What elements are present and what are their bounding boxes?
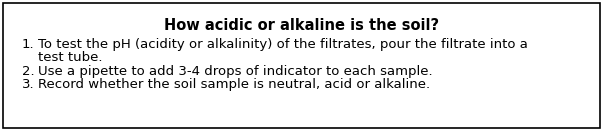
Text: 3.: 3. (22, 78, 34, 91)
Text: How acidic or alkaline is the soil?: How acidic or alkaline is the soil? (164, 18, 439, 33)
Text: test tube.: test tube. (38, 51, 103, 64)
Text: Record whether the soil sample is neutral, acid or alkaline.: Record whether the soil sample is neutra… (38, 78, 430, 91)
Text: 2.: 2. (22, 65, 34, 78)
Text: To test the pH (acidity or alkalinity) of the filtrates, pour the filtrate into : To test the pH (acidity or alkalinity) o… (38, 38, 528, 51)
Text: 1.: 1. (22, 38, 34, 51)
Text: Use a pipette to add 3-4 drops of indicator to each sample.: Use a pipette to add 3-4 drops of indica… (38, 65, 432, 78)
